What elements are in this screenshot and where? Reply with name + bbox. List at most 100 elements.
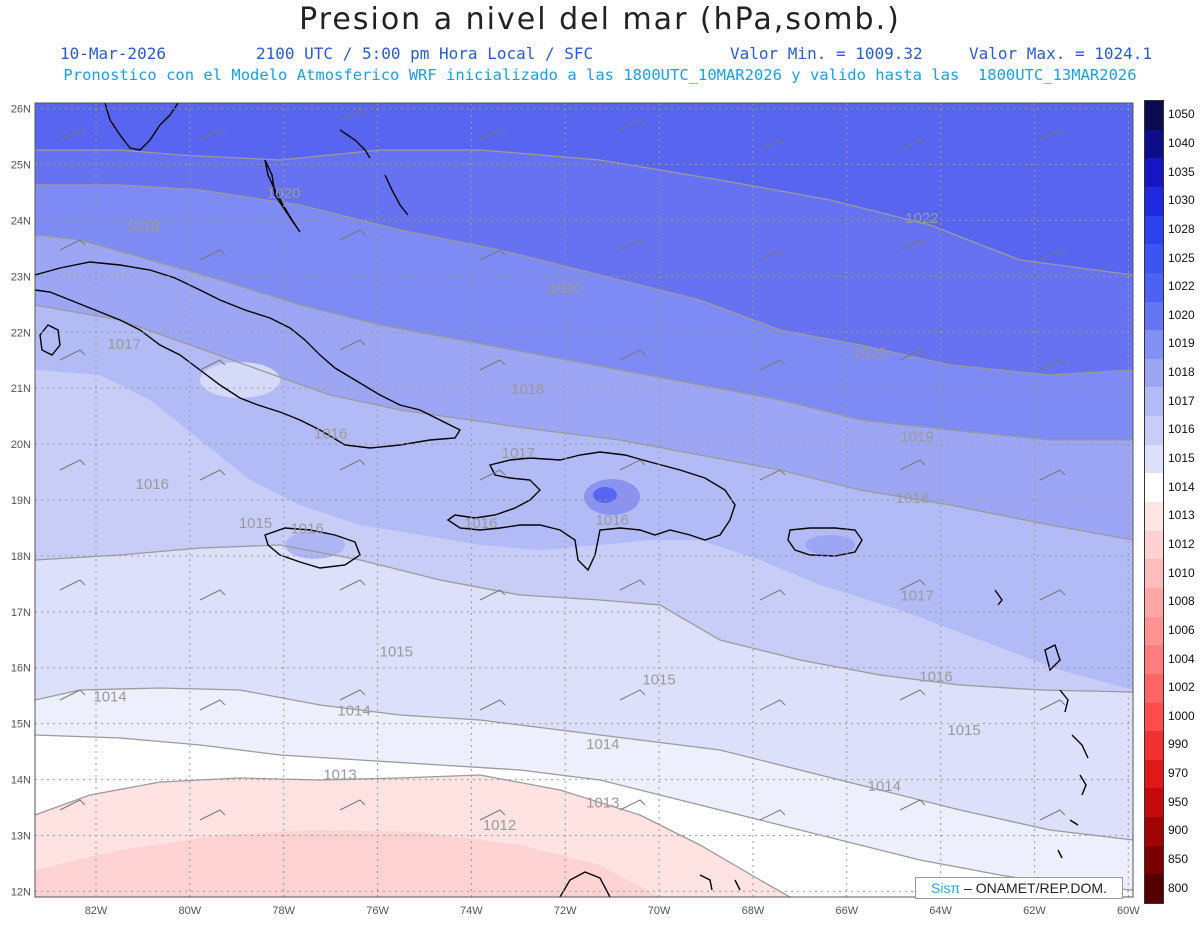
lon-tick-label: 64W [929,905,952,917]
lat-tick-label: 20N [11,439,31,451]
max-value: Valor Max. = 1024.1 [969,44,1153,63]
pressure-field: 1020 1022 1020 1018 1017 1020 1018 1016 1019 1017… [35,103,1133,897]
isobar-label: 1015 [642,672,675,689]
colorbar-label: 1022 [1168,279,1195,294]
colorbar-label: 1025 [1168,250,1195,265]
isobar-label: 1016 [136,476,169,493]
band-1015 [35,545,1133,840]
colorbar-swatch [1145,702,1163,732]
isobar-label: 1015 [380,644,413,661]
lat-tick-label: 18N [11,551,31,563]
coastlines [35,103,1089,897]
isobar-label: 1017 [900,588,933,605]
high-cell-puertorico [805,535,855,555]
colorbar-swatch [1145,616,1163,646]
graticule [35,103,1133,897]
colorbar-label: 1050 [1168,107,1195,122]
isobar-label: 1013 [586,795,619,812]
lat-tick-label: 23N [11,271,31,283]
lat-tick-label: 16N [11,663,31,675]
valid-date: 10-Mar-2026 [60,44,166,63]
colorbar-swatch [1145,416,1163,446]
lat-tick-label: 19N [11,495,31,507]
colorbar-label: 1006 [1168,622,1195,637]
plot-frame [34,102,1134,898]
isobar-label: 1012 [483,817,516,834]
isobar-label: 1018 [896,490,929,507]
colorbar-label: 970 [1168,766,1189,781]
min-value: Valor Min. = 1009.32 [730,44,923,63]
forecast-info: Pronostico con el Modelo Atmosferico WRF… [63,66,1137,84]
lat-tick-label: 25N [11,160,31,172]
colorbar-label: 1010 [1168,565,1195,580]
colorbar-label: 1013 [1168,508,1195,523]
isobar-label: 1019 [900,428,933,445]
colorbar-swatch [1145,817,1163,847]
colorbar-swatch [1145,158,1163,188]
lon-tick-label: 66W [835,905,858,917]
colorbar [1144,100,1164,904]
colorbar-swatch [1145,473,1163,503]
lon-tick-label: 60W [1117,905,1140,917]
isobar-label: 1015 [239,515,272,532]
high-cell-jamaica [285,531,345,559]
longitude-axis: 82W 80W 78W 76W 74W 72W 70W 68W 66W 64W 62W 60W [85,905,1141,917]
isobar-label: 1020 [854,344,887,361]
lon-tick-label: 82W [85,905,108,917]
colorbar-label: 1004 [1168,651,1195,666]
colorbar-swatch [1145,874,1163,904]
lat-tick-label: 13N [11,830,31,842]
isobar-label: 1016 [595,512,628,529]
isobar-label: 1016 [314,425,347,442]
lon-tick-label: 76W [366,905,389,917]
isobar-label: 1014 [586,736,619,753]
colorbar-label: 1016 [1168,422,1195,437]
band-1018 [35,305,1133,690]
lat-tick-label: 14N [11,775,31,787]
lon-tick-label: 70W [648,905,671,917]
isobar-label: 1015 [947,722,980,739]
colorbar-swatch [1145,301,1163,331]
lesser-antilles [994,589,1089,859]
lon-tick-label: 72W [554,905,577,917]
colorbar-swatch [1145,272,1163,302]
colorbar-swatch [1145,788,1163,818]
lon-tick-label: 74W [460,905,483,917]
colorbar-label: 1012 [1168,536,1195,551]
high-core-hispaniola [593,487,617,503]
isobar-label: 1020 [267,185,300,202]
isobar-label: 1014 [337,702,370,719]
lat-tick-label: 24N [11,215,31,227]
map-title: Presion a nivel del mar (hPa,somb.) [299,2,901,37]
wind-barbs [59,109,1066,821]
isobar-label: 1016 [464,515,497,532]
jamaica-coast [264,527,361,569]
colorbar-swatch [1145,502,1163,532]
colorbar-swatch [1145,845,1163,875]
isobar-label: 1022 [905,210,938,227]
valid-time: 2100 UTC / 5:00 pm Hora Local / SFC [256,44,594,63]
lon-tick-label: 78W [272,905,295,917]
contour-labels: 1020 1022 1020 1018 1017 1020 1018 1016 1019 1017… [93,185,980,834]
south-america-coast [559,871,741,897]
colorbar-swatch [1145,186,1163,217]
lat-tick-label: 26N [11,104,31,116]
low-cell-cuba [200,362,280,398]
colorbar-label: 990 [1168,737,1189,752]
colorbar-swatch [1145,129,1163,159]
isla-juventud [39,324,61,356]
lat-tick-label: 12N [11,886,31,898]
colorbar-swatch [1145,645,1163,675]
band-1020 [35,185,1133,440]
band-1021 [35,150,1133,375]
lon-tick-label: 62W [1023,905,1046,917]
isobar-label: 1017 [107,336,140,353]
isobar-label: 1016 [919,669,952,686]
colorbar-swatch [1145,387,1163,417]
lat-tick-label: 21N [11,383,31,395]
colorbar-label: 1008 [1168,594,1195,609]
credit-box: Sisπ – ONAMET/REP.DOM. [915,877,1123,899]
band-1011 [35,830,660,897]
isobar-label: 1020 [549,280,582,297]
